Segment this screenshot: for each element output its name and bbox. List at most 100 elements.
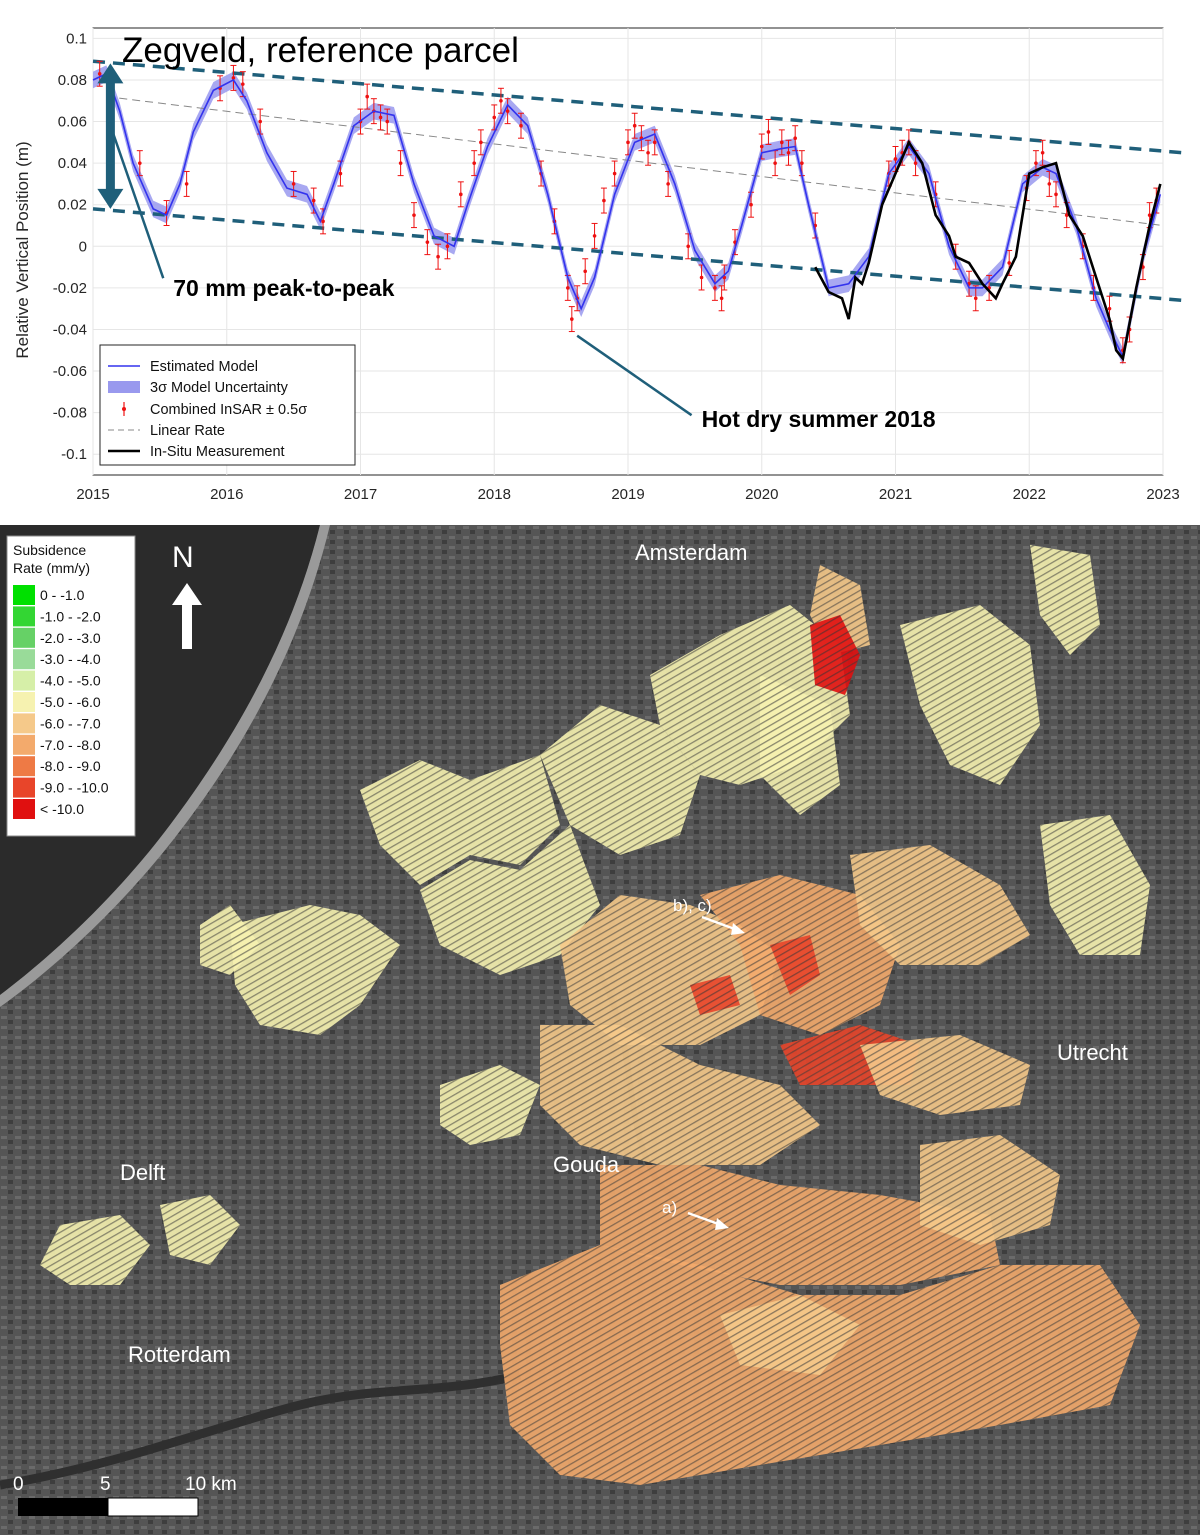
insar-dot: [412, 213, 416, 217]
parcel-zone: [1030, 545, 1100, 655]
insar-dot: [445, 244, 450, 249]
insar-point: [504, 98, 511, 125]
parcel-zone: [920, 1135, 1060, 1245]
insar-dot: [138, 161, 142, 165]
map-legend-swatch: [13, 734, 35, 755]
x-tick-label: 2016: [210, 486, 243, 503]
map-legend-label: -3.0 - -4.0: [40, 651, 101, 667]
insar-point: [377, 104, 384, 131]
insar-dot: [365, 94, 369, 99]
insar-dot: [398, 161, 403, 165]
insar-point: [217, 75, 224, 102]
insar-dot: [766, 130, 771, 134]
insar-dot: [311, 198, 316, 203]
parcel-texture: [360, 755, 560, 885]
insar-point: [477, 129, 484, 156]
insar-point: [183, 170, 190, 197]
insar-dot: [97, 71, 102, 76]
parcel-texture: [810, 615, 860, 695]
insar-dot: [472, 161, 476, 165]
map-legend-label: -7.0 - -8.0: [40, 737, 101, 753]
insar-point: [518, 112, 524, 139]
estimated-model-path: [92, 72, 1162, 359]
insar-dot: [793, 136, 797, 140]
map-legend-title-1: Subsidence: [13, 542, 86, 558]
annotations: 70 mm peak-to-peak Hot dry summer 2018: [97, 63, 936, 432]
scale-label-5: 5: [100, 1474, 111, 1495]
annotation-text: 70 mm peak-to-peak: [173, 275, 394, 301]
scale-segment-black: [18, 1498, 108, 1516]
x-tick-label: 2021: [879, 486, 912, 503]
insar-point: [611, 160, 618, 187]
insar-dot: [759, 144, 764, 149]
x-tick-label: 2018: [478, 486, 511, 503]
insar-point: [600, 187, 607, 214]
insar-point: [986, 274, 993, 301]
insar-dot: [786, 150, 791, 155]
parcel-texture: [850, 845, 1030, 965]
map-legend-swatch: [13, 649, 35, 670]
insar-point: [778, 129, 785, 156]
envelope-line: [92, 59, 1184, 155]
insar-dot: [602, 198, 606, 203]
map-legend-swatch: [13, 799, 35, 819]
parcel-texture: [160, 1195, 240, 1265]
insar-point: [785, 139, 792, 166]
insar-point: [582, 258, 589, 285]
insar-point: [631, 112, 638, 139]
subsidence-parcels: [40, 545, 1150, 1485]
map-legend-label: 0 - -1.0: [40, 587, 85, 603]
parcel-zone: [200, 905, 260, 975]
map-legend-label: -9.0 - -10.0: [40, 780, 109, 796]
insar-dot: [1040, 150, 1045, 155]
map-legend-label: -1.0 - -2.0: [40, 608, 101, 624]
city-delft: Delft: [120, 1160, 165, 1185]
y-tick-label: 0.06: [58, 114, 87, 131]
insar-dot: [1054, 192, 1058, 197]
insar-point: [424, 229, 431, 256]
map-legend-label: -6.0 - -7.0: [40, 715, 101, 731]
linear-rate-line: [106, 96, 1164, 227]
map-legend-label: -8.0 - -9.0: [40, 758, 101, 774]
map-legend-label: -5.0 - -6.0: [40, 694, 101, 710]
insar-point: [497, 87, 504, 114]
insar-dot: [1147, 213, 1152, 217]
y-tick-label: -0.02: [53, 280, 87, 297]
insar-point: [651, 129, 658, 156]
city-gouda: Gouda: [553, 1152, 620, 1177]
insar-point: [972, 285, 979, 312]
map-legend-swatch: [13, 585, 35, 605]
map-legend-label: < -10.0: [40, 801, 84, 817]
map-legend: Subsidence Rate (mm/y) 0 - -1.0 -1.0 - -2…: [6, 535, 136, 837]
marker-a-arrowhead: [715, 1218, 729, 1230]
y-tick-label: 0.08: [58, 72, 87, 89]
parcel-zone: [40, 1215, 150, 1285]
insar-point: [397, 150, 404, 177]
insar-point: [444, 233, 451, 260]
scale-bar: 0 5 10 km: [13, 1474, 237, 1517]
y-tick-label: 0.02: [58, 197, 87, 214]
river: [0, 1370, 522, 1490]
parcel-texture: [200, 905, 260, 975]
insar-dot: [231, 76, 236, 80]
map-legend-swatch: [13, 692, 35, 712]
insar-point: [645, 139, 652, 166]
insar-dot: [321, 219, 325, 224]
legend-swatch-uncertainty: [108, 381, 140, 393]
insar-dot: [499, 98, 503, 103]
insar-dot: [1034, 161, 1038, 165]
map-legend-label: -2.0 - -3.0: [40, 630, 101, 646]
insar-dot: [773, 161, 777, 165]
in-situ-line: [814, 139, 1162, 362]
insar-dot: [1064, 213, 1069, 217]
parcel-texture: [40, 1215, 150, 1285]
insar-dot: [436, 254, 440, 259]
parcel-zone: [360, 755, 560, 885]
peak-to-peak-arrow-head-down: [97, 188, 124, 209]
insar-dot: [184, 182, 189, 186]
marker-bc-label: b), c): [673, 896, 712, 915]
insar-dot: [652, 140, 657, 145]
y-tick-label: -0.08: [53, 405, 87, 422]
parcel-texture: [540, 705, 700, 855]
insar-point: [765, 118, 772, 145]
